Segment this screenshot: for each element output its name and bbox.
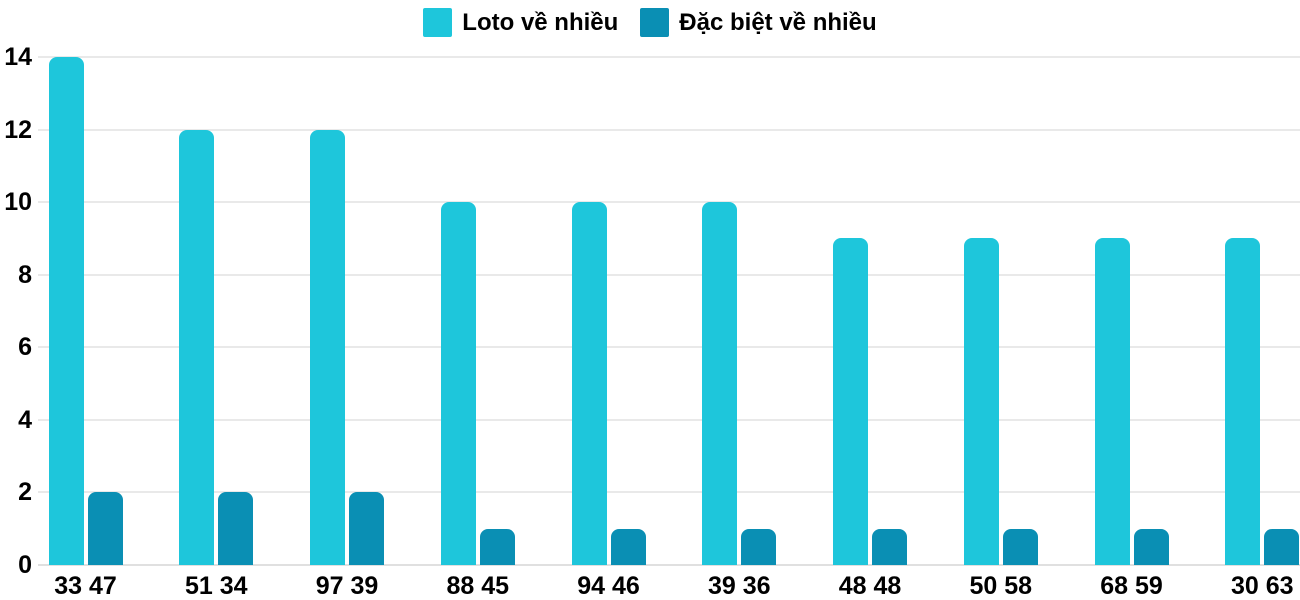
legend-label: Loto về nhiều: [462, 8, 619, 36]
bar-dac-biet-97-39: [349, 492, 384, 565]
gridline-14: [38, 56, 1300, 58]
bar-dac-biet-48-48: [872, 528, 907, 565]
y-axis-tick-6: 6: [18, 333, 32, 362]
y-axis-tick-0: 0: [18, 551, 32, 579]
x-axis-label-88-45: 88 45: [446, 572, 510, 600]
bar-dac-biet-51-34: [218, 492, 254, 565]
x-axis-label-97-39: 97 39: [315, 572, 379, 600]
bar-dac-biet-50-58: [1002, 528, 1038, 565]
chart-legend: Loto về nhiều Đặc biệt về nhiều: [0, 8, 1300, 37]
gridline-2: [38, 491, 1300, 494]
y-axis-tick-8: 8: [18, 260, 32, 289]
bar-loto-94-46: [571, 202, 607, 565]
y-axis-tick-12: 12: [4, 115, 32, 144]
legend-swatch-icon: [423, 8, 453, 37]
bar-dac-biet-68-59: [1133, 528, 1169, 565]
x-axis-label-39-36: 39 36: [707, 572, 771, 600]
bar-loto-39-36: [702, 202, 738, 565]
bar-dac-biet-94-46: [610, 528, 646, 565]
bar-dac-biet-33-47: [87, 492, 123, 565]
legend-item-loto[interactable]: Loto về nhiều: [423, 8, 618, 37]
bar-dac-biet-39-36: [741, 528, 777, 565]
legend-item-dac-biet[interactable]: Đặc biệt về nhiều: [640, 8, 877, 37]
gridline-12: [38, 128, 1300, 131]
x-axis-label-33-47: 33 47: [54, 572, 117, 600]
bar-loto-88-45: [440, 202, 476, 565]
gridline-4: [38, 418, 1300, 421]
x-axis-label-68-59: 68 59: [1100, 572, 1163, 600]
bar-loto-50-58: [963, 238, 999, 565]
bar-loto-48-48: [833, 238, 868, 565]
y-axis-tick-14: 14: [4, 43, 32, 71]
x-axis-label-94-46: 94 46: [577, 572, 640, 600]
gridline-10: [38, 201, 1300, 204]
gridline-6: [38, 346, 1300, 349]
x-axis-label-48-48: 48 48: [838, 572, 902, 600]
bar-loto-68-59: [1094, 238, 1130, 565]
bar-dac-biet-88-45: [479, 528, 515, 565]
x-axis-label-30-63: 30 63: [1230, 572, 1294, 600]
y-axis-tick-10: 10: [4, 188, 32, 217]
legend-label: Đặc biệt về nhiều: [679, 8, 877, 36]
gridline-8: [38, 273, 1300, 276]
bar-loto-97-39: [310, 129, 345, 565]
x-axis-label-51-34: 51 34: [184, 572, 248, 600]
bar-loto-30-63: [1225, 238, 1261, 565]
y-axis-tick-4: 4: [18, 405, 32, 434]
x-axis-label-50-58: 50 58: [969, 572, 1033, 600]
bar-loto-51-34: [179, 129, 215, 565]
bar-loto-33-47: [48, 57, 84, 565]
y-axis-tick-2: 2: [18, 478, 32, 507]
x-axis-baseline: [38, 564, 1300, 566]
legend-swatch-icon: [640, 8, 670, 37]
bar-dac-biet-30-63: [1264, 528, 1300, 565]
